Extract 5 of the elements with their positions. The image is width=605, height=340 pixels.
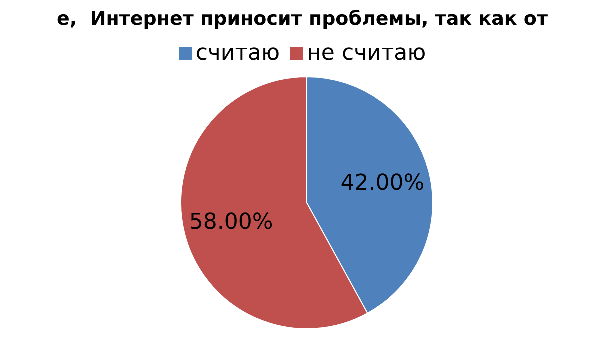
data-label: 42.00% (340, 171, 425, 196)
legend-label: считаю (196, 40, 280, 66)
chart-title: е, Интернет приносит проблемы, так как от (56, 8, 549, 32)
data-label: 58.00% (189, 210, 274, 235)
legend-label: не считаю (307, 40, 426, 66)
